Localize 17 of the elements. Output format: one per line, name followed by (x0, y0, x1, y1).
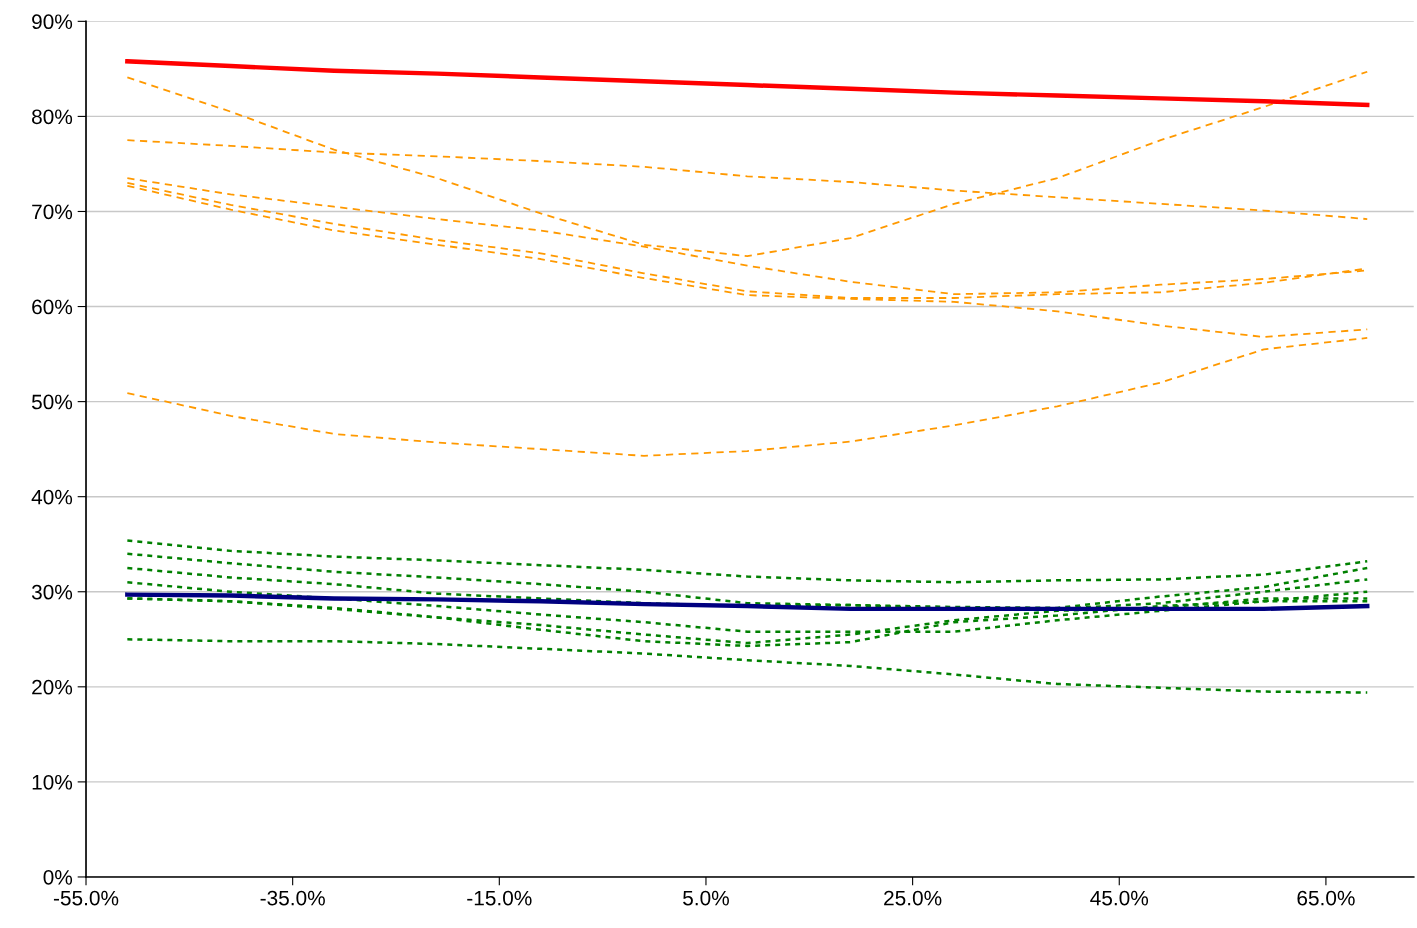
x-tick-label: -35.0% (260, 890, 325, 906)
y-tick-label: 10% (32, 774, 73, 790)
y-tick-label: 0% (43, 869, 73, 885)
y-tick-label: 30% (31, 584, 73, 600)
x-tick-label: -55.0% (53, 890, 119, 906)
x-tick-label: 65.0% (1297, 890, 1355, 906)
x-tick-label: 5.0% (683, 890, 729, 906)
y-tick-label: 20% (32, 679, 73, 695)
y-tick-label: 70% (32, 204, 73, 220)
y-tick-label: 40% (31, 489, 73, 505)
y-tick-label: 80% (32, 109, 73, 125)
x-tick-label: -15.0% (467, 890, 532, 906)
y-tick-label: 60% (32, 299, 73, 315)
y-tick-label: 50% (31, 394, 73, 410)
x-tick-label: 25.0% (884, 890, 942, 906)
y-tick-label: 90% (32, 14, 73, 30)
x-tick-label: 45.0% (1090, 890, 1149, 906)
